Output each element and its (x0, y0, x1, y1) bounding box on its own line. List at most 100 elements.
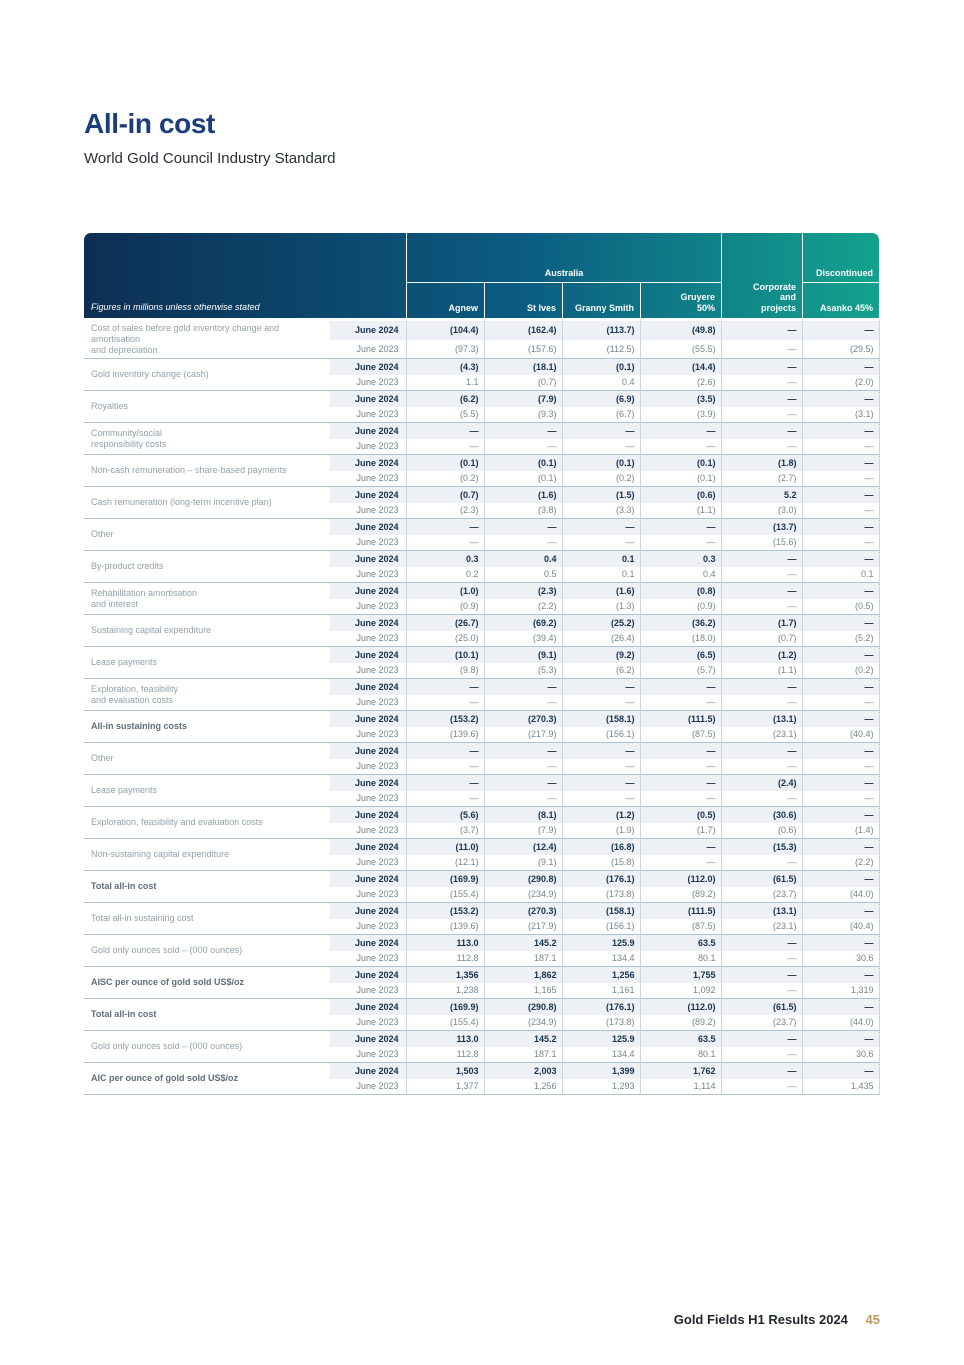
value-cell: (0.2) (405, 470, 484, 487)
value-cell: — (720, 582, 802, 599)
row-label: Rehabilitation amortisation and interest (84, 582, 330, 615)
period-label: June 2024 (330, 1062, 406, 1079)
value-cell: (9.3) (483, 406, 562, 423)
period-label: June 2024 (330, 614, 406, 631)
table-row: June 2023 1.1 (0.7) 0.4 (2.6) — (2.0) (84, 374, 880, 391)
value-cell: — (405, 742, 484, 759)
period-label: June 2024 (330, 390, 406, 407)
value-cell: (1.6) (561, 582, 640, 599)
column-header-agnew: Agnew (448, 302, 478, 313)
value-cell: 80.1 (639, 950, 721, 967)
value-cell: (111.5) (639, 902, 721, 919)
value-cell: (6.7) (561, 406, 640, 423)
value-cell: (0.1) (483, 470, 562, 487)
value-cell: — (801, 390, 880, 407)
value-cell: (11.0) (405, 838, 484, 855)
table-row: Cost of sales before gold inventory chan… (84, 321, 880, 355)
value-cell: 113.0 (405, 934, 484, 951)
value-cell: (7.9) (483, 822, 562, 839)
value-cell: (169.9) (405, 998, 484, 1015)
value-cell: — (639, 422, 721, 439)
value-cell: — (720, 374, 802, 391)
value-cell: 0.3 (405, 550, 484, 567)
value-cell: 113.0 (405, 1030, 484, 1047)
value-cell: 0.1 (801, 566, 880, 583)
period-label: June 2024 (330, 646, 406, 663)
table-row: June 2023— — — — — — (84, 438, 880, 455)
value-cell: — (405, 518, 484, 535)
period-label: June 2024 (330, 582, 406, 599)
row-label: Cash remuneration (long-term incentive p… (84, 486, 330, 519)
table-row: June 2023 1,238 1,165 1,161 1,092—1,319 (84, 982, 880, 999)
table-row: June 2023 (3.7) (7.9) (1.9) (1.7) (0.6) (1.4) (84, 822, 880, 839)
value-cell: (0.1) (483, 454, 562, 471)
value-cell: (234.9) (483, 886, 562, 903)
table-row: Lease payments June 2024— — — — (2.4) — (84, 774, 880, 807)
value-cell: (290.8) (483, 870, 562, 887)
value-cell: (153.2) (405, 902, 484, 919)
period-label: June 2023 (356, 697, 399, 708)
value-cell: — (801, 710, 880, 727)
value-cell: — (720, 982, 802, 999)
value-cell: — (801, 694, 880, 711)
value-cell: — (801, 550, 880, 567)
period-label: June 2023 (356, 569, 399, 580)
value-cell: (1.1) (639, 502, 721, 519)
row-label: Other (84, 518, 330, 551)
period-label: June 2024 (330, 518, 406, 535)
period-label: June 2023 (356, 377, 399, 388)
value-cell: 125.9 (561, 1030, 640, 1047)
value-cell: — (801, 534, 880, 551)
value-cell: (2.2) (483, 598, 562, 615)
value-cell: 187.1 (483, 1046, 562, 1063)
row-label: Total all-in sustaining cost (84, 902, 330, 935)
table-row: June 2023 (97.3) (157.6) (112.5) (55.5) — (29.… (84, 339, 880, 359)
value-cell: 1,092 (639, 982, 721, 999)
value-cell: (10.1) (405, 646, 484, 663)
value-cell: (158.1) (561, 710, 640, 727)
period-label: June 2023 (356, 633, 399, 644)
value-cell: (217.9) (483, 918, 562, 935)
row-label: AISC per ounce of gold sold US$/oz (84, 966, 330, 999)
value-cell: — (801, 774, 880, 791)
table-row: June 2023 (155.4) (234.9) (173.8) (89.2) (23.… (84, 886, 880, 903)
table-note: Figures in millions unless otherwise sta… (91, 302, 260, 312)
value-cell: (23.1) (720, 726, 802, 743)
value-cell: — (720, 566, 802, 583)
value-cell: — (720, 790, 802, 807)
table-row: Gold inventory change (cash) June 2024 (4.… (84, 358, 880, 391)
period-label: June 2024 (330, 1030, 406, 1047)
table-row: June 2023— — — — — — (84, 694, 880, 711)
value-cell: (18.0) (639, 630, 721, 647)
value-cell: (30.6) (720, 806, 802, 823)
period-label: June 2023 (356, 793, 399, 804)
value-cell: (15.6) (720, 534, 802, 551)
value-cell: (3.7) (405, 822, 484, 839)
table-row: AISC per ounce of gold sold US$/oz June 2… (84, 966, 880, 999)
value-cell: (2.7) (720, 470, 802, 487)
value-cell: 0.4 (639, 566, 721, 583)
value-cell: 1,114 (639, 1078, 721, 1095)
value-cell: 1,165 (483, 982, 562, 999)
value-cell: — (561, 742, 640, 759)
period-label: June 2024 (330, 806, 406, 823)
row-label: All-in sustaining costs (84, 710, 330, 743)
period-label: June 2023 (356, 1081, 399, 1092)
value-cell: 134.4 (561, 1046, 640, 1063)
value-cell: (0.6) (720, 822, 802, 839)
value-cell: (234.9) (483, 1014, 562, 1031)
value-cell: — (801, 358, 880, 375)
value-cell: 1,862 (483, 966, 562, 983)
value-cell: (1.9) (561, 822, 640, 839)
table-row: Rehabilitation amortisation and interest… (84, 582, 880, 615)
value-cell: — (639, 438, 721, 455)
period-label: June 2023 (356, 343, 399, 354)
value-cell: 0.5 (483, 566, 562, 583)
value-cell: (155.4) (405, 886, 484, 903)
value-cell: (2.2) (801, 854, 880, 871)
value-cell: (1.5) (561, 486, 640, 503)
value-cell: (1.3) (561, 598, 640, 615)
value-cell: 1,256 (483, 1078, 562, 1095)
period-label: June 2024 (330, 486, 406, 503)
value-cell: (16.8) (561, 838, 640, 855)
